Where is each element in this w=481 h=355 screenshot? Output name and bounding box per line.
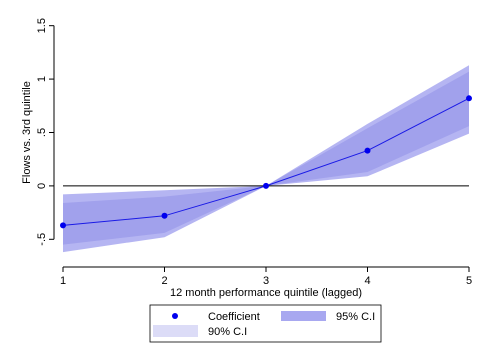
x-tick-label: 5 [466, 275, 472, 287]
y-axis-title: Flows vs. 3rd quintile [21, 81, 33, 184]
plot-area [60, 65, 472, 253]
y-tick-label: .5 [36, 128, 48, 137]
legend-ci90-swatch [153, 325, 198, 337]
y-tick-label: 0 [36, 183, 48, 189]
x-axis-title: 12 month performance quintile (lagged) [170, 287, 362, 299]
coefficient-point [60, 222, 66, 229]
legend-coefficient-label: Coefficient [208, 311, 260, 323]
x-tick-label: 1 [60, 275, 66, 287]
y-ticks: -.5 0 .5 1 1.5 [36, 18, 54, 246]
x-tick-label: 4 [364, 275, 370, 287]
legend: Coefficient 95% C.I 90% C.I [149, 304, 382, 343]
legend-ci95-swatch [281, 311, 326, 321]
y-tick-label: 1.5 [36, 18, 48, 33]
x-axis: 1 2 3 4 5 12 month performance quintile (lag… [60, 266, 472, 299]
y-axis: -.5 0 .5 1 1.5 Flows vs. 3rd quintile [21, 18, 55, 246]
legend-ci90-label: 90% C.I [208, 326, 247, 338]
x-tick-label: 3 [263, 275, 269, 287]
legend-ci95-label: 95% C.I [336, 311, 375, 323]
coefficient-point [466, 95, 472, 102]
y-tick-label: -.5 [36, 233, 48, 246]
x-ticks: 1 2 3 4 5 [60, 267, 472, 287]
coefficient-point [161, 212, 168, 219]
legend-coefficient-marker [172, 313, 178, 319]
coefficient-point [263, 182, 269, 189]
y-tick-label: 1 [36, 76, 48, 82]
ci90-band [63, 71, 469, 245]
coefficient-points [60, 95, 472, 229]
coefficient-point [364, 147, 371, 154]
x-tick-label: 2 [161, 275, 167, 287]
